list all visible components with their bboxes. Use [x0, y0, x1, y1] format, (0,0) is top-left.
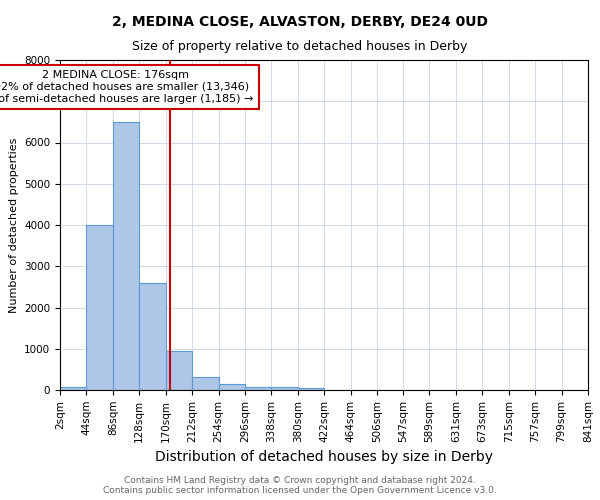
Bar [245, 387, 271, 390]
Text: 2, MEDINA CLOSE, ALVASTON, DERBY, DE24 0UD: 2, MEDINA CLOSE, ALVASTON, DERBY, DE24 0… [112, 15, 488, 29]
Bar [113, 122, 139, 390]
Text: Contains HM Land Registry data © Crown copyright and database right 2024.
Contai: Contains HM Land Registry data © Crown c… [103, 476, 497, 495]
Bar [192, 377, 218, 390]
Y-axis label: Number of detached properties: Number of detached properties [8, 138, 19, 312]
Bar [298, 388, 325, 390]
Bar [139, 283, 166, 390]
Text: 2 MEDINA CLOSE: 176sqm
← 92% of detached houses are smaller (13,346)
8% of semi-: 2 MEDINA CLOSE: 176sqm ← 92% of detached… [0, 70, 254, 104]
X-axis label: Distribution of detached houses by size in Derby: Distribution of detached houses by size … [155, 450, 493, 464]
Bar [86, 225, 113, 390]
Bar [60, 387, 86, 390]
Bar [271, 387, 298, 390]
Bar [166, 351, 192, 390]
Bar [218, 384, 245, 390]
Text: Size of property relative to detached houses in Derby: Size of property relative to detached ho… [133, 40, 467, 53]
